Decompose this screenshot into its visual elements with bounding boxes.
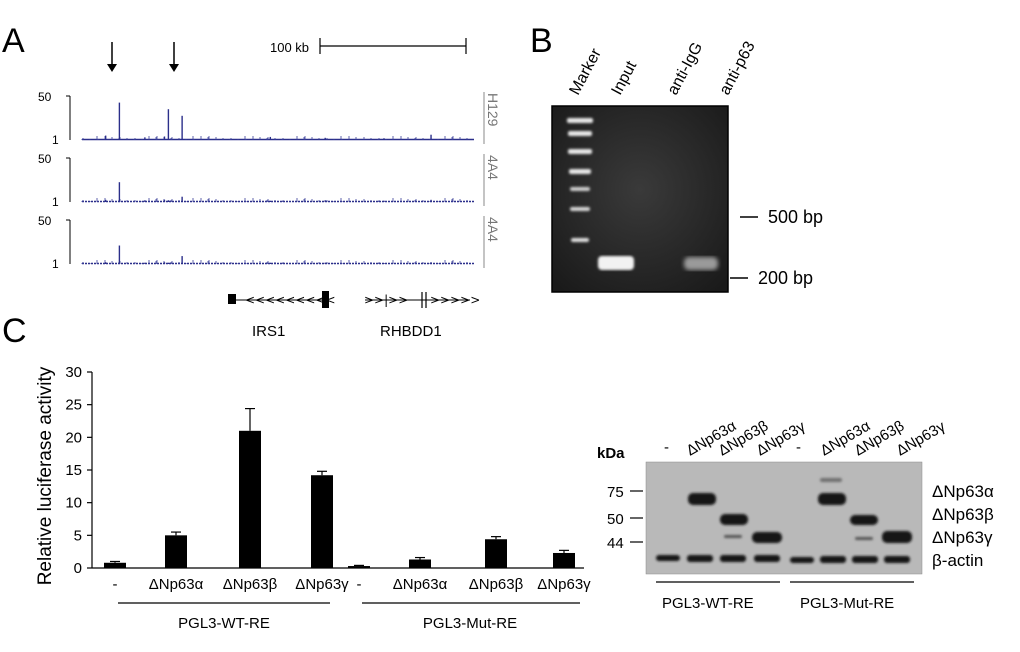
x-tick-label: ΔNp63γ bbox=[537, 576, 591, 593]
marker-label-500bp: 500 bp bbox=[768, 207, 823, 227]
western-blot bbox=[645, 461, 923, 575]
bar bbox=[311, 475, 333, 568]
y-tick-label: 10 bbox=[65, 495, 82, 512]
bar bbox=[104, 562, 126, 568]
bar bbox=[553, 552, 575, 568]
track-2: 50 1 4A4 bbox=[38, 214, 501, 271]
band-label-alpha: ΔNp63α bbox=[932, 482, 994, 501]
svg-text:<<<<<<<<<: <<<<<<<<< bbox=[245, 293, 336, 307]
scale-bar bbox=[319, 38, 467, 54]
gene-label-irs1: IRS1 bbox=[252, 323, 285, 340]
gene-model-irs1: <<<<<<<<< bbox=[228, 291, 336, 308]
marker-label-200bp: 200 bp bbox=[758, 268, 813, 288]
lane-label-input: Input bbox=[609, 58, 641, 98]
y-axis-label: Relative luciferase activity bbox=[35, 366, 56, 585]
track-1: 50 1 4A4 bbox=[38, 152, 501, 209]
track-0: 50 1 H129 bbox=[38, 90, 501, 147]
track-ymax-label: 50 bbox=[38, 90, 52, 104]
agarose-gel bbox=[551, 105, 729, 293]
bar bbox=[348, 566, 370, 568]
lane-label-marker: Marker bbox=[567, 45, 606, 98]
track-name-label: H129 bbox=[485, 93, 501, 127]
y-tick-label: 25 bbox=[65, 397, 82, 414]
lane-label-anti-p63: anti-p63 bbox=[717, 39, 759, 98]
panel-label-a: A bbox=[2, 22, 25, 60]
kda-mark-44: 44 bbox=[607, 535, 624, 552]
western-group-mut: PGL3-Mut-RE bbox=[800, 595, 894, 612]
western-lane-label: - bbox=[664, 439, 669, 456]
x-tick-label: ΔNp63γ bbox=[295, 576, 349, 593]
lane-label-anti-igg: anti-IgG bbox=[665, 40, 707, 98]
y-tick-label: 30 bbox=[65, 364, 82, 381]
band-label-gamma: ΔNp63γ bbox=[932, 528, 993, 547]
track-ymax-label: 50 bbox=[38, 152, 52, 166]
x-tick-label: - bbox=[113, 576, 118, 593]
luciferase-bar-chart: 0 5 10 15 20 25 30 Relative luciferase activity… bbox=[35, 364, 591, 632]
panel-label-c: C bbox=[2, 312, 27, 350]
gene-label-rhbdd1: RHBDD1 bbox=[380, 323, 442, 340]
group-label-mut: PGL3-Mut-RE bbox=[423, 615, 517, 632]
y-tick-label: 5 bbox=[74, 527, 82, 544]
bar bbox=[485, 539, 507, 568]
track-ymin-label: 1 bbox=[52, 257, 59, 271]
kda-mark-75: 75 bbox=[607, 484, 624, 501]
x-tick-label: ΔNp63α bbox=[393, 576, 448, 593]
scale-label: 100 kb bbox=[270, 40, 309, 55]
svg-text:>>|>>: >>|>> bbox=[364, 293, 408, 307]
band-label-beta: ΔNp63β bbox=[932, 505, 994, 524]
kda-mark-50: 50 bbox=[607, 511, 624, 528]
x-tick-label: - bbox=[357, 576, 362, 593]
western-lane-label: - bbox=[796, 439, 801, 456]
track-ymin-label: 1 bbox=[52, 195, 59, 209]
svg-text:>>>>>: >>>>> bbox=[430, 293, 480, 307]
group-label-wt: PGL3-WT-RE bbox=[178, 615, 270, 632]
western-group-wt: PGL3-WT-RE bbox=[662, 595, 754, 612]
band-label-actin: β-actin bbox=[932, 551, 983, 570]
track-ymin-label: 1 bbox=[52, 133, 59, 147]
x-tick-label: ΔNp63β bbox=[223, 576, 278, 593]
panel-label-b: B bbox=[530, 22, 553, 60]
y-tick-label: 0 bbox=[74, 560, 82, 577]
track-name-label: 4A4 bbox=[485, 217, 501, 242]
bar bbox=[165, 535, 187, 568]
arrow-icon-2 bbox=[169, 42, 179, 72]
y-tick-label: 20 bbox=[65, 429, 82, 446]
gene-model-rhbdd1: >>|>> >>>>> bbox=[364, 292, 480, 308]
x-tick-label: ΔNp63α bbox=[149, 576, 204, 593]
x-tick-label: ΔNp63β bbox=[469, 576, 524, 593]
bar bbox=[239, 430, 261, 568]
track-ymax-label: 50 bbox=[38, 214, 52, 228]
arrow-icon-1 bbox=[107, 42, 117, 72]
bar bbox=[409, 559, 431, 568]
track-name-label: 4A4 bbox=[485, 155, 501, 180]
kda-label: kDa bbox=[597, 445, 625, 462]
y-tick-label: 15 bbox=[65, 462, 82, 479]
